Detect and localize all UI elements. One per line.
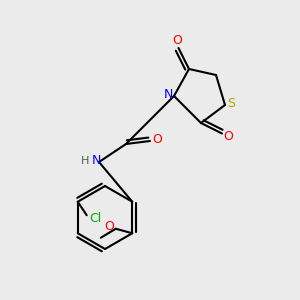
Text: Cl: Cl	[90, 212, 102, 225]
Text: S: S	[228, 97, 236, 110]
Text: N: N	[91, 154, 101, 167]
Text: O: O	[224, 130, 233, 143]
Text: O: O	[104, 220, 114, 233]
Text: O: O	[172, 34, 182, 47]
Text: N: N	[164, 88, 173, 101]
Text: O: O	[153, 133, 162, 146]
Text: H: H	[81, 155, 90, 166]
